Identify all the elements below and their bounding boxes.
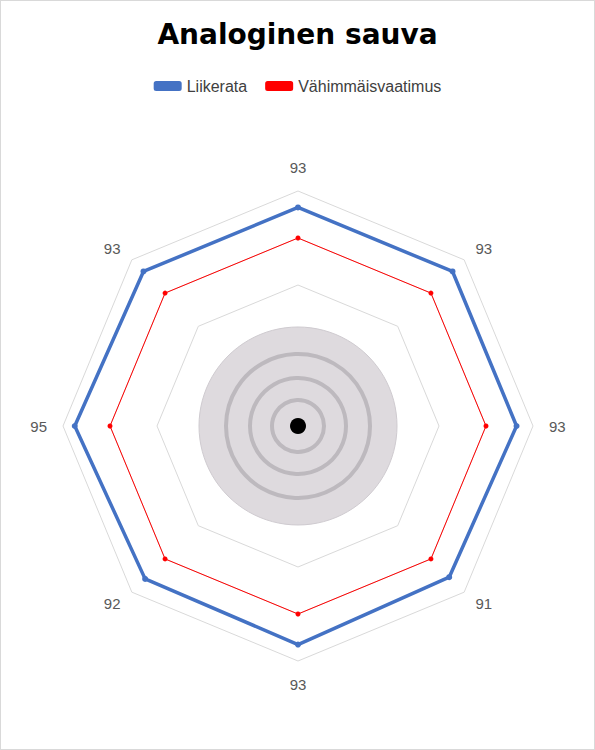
svg-text:93: 93 [549,418,566,435]
svg-text:Liikerata: Liikerata [187,78,248,95]
svg-text:95: 95 [30,418,47,435]
svg-text:92: 92 [104,595,121,612]
svg-text:91: 91 [475,595,492,612]
svg-text:Vähimmäisvaatimus: Vähimmäisvaatimus [298,78,441,95]
svg-text:Analoginen sauva: Analoginen sauva [157,18,437,51]
svg-text:93: 93 [475,240,492,257]
svg-text:93: 93 [104,240,121,257]
svg-text:93: 93 [290,676,307,693]
svg-text:93: 93 [290,159,307,176]
